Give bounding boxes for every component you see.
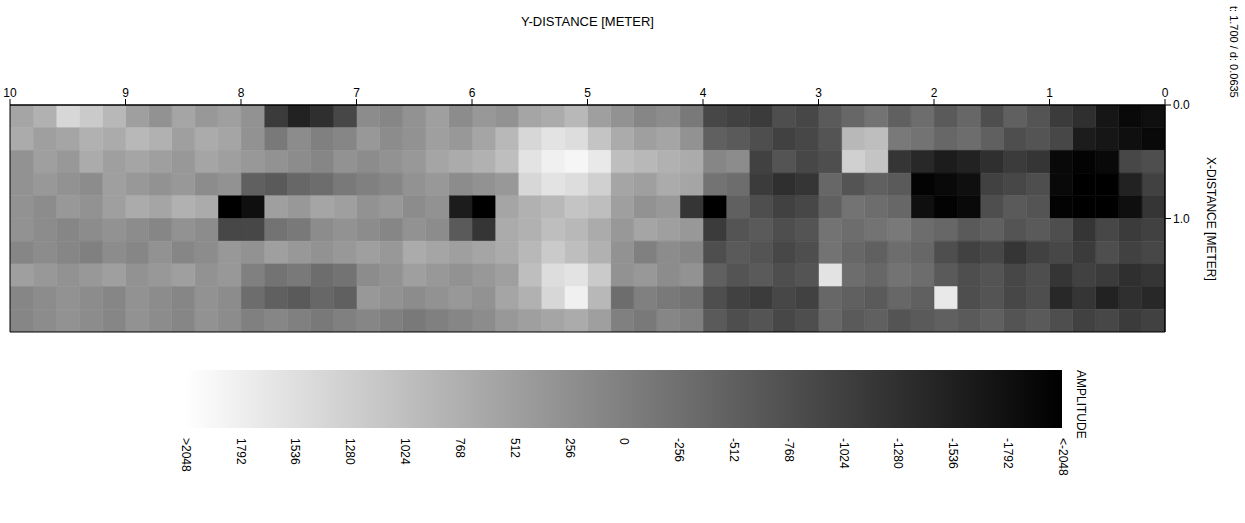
svg-text:0: 0: [617, 438, 631, 445]
svg-text:-1024: -1024: [837, 438, 851, 469]
svg-text:7: 7: [353, 86, 360, 100]
html-text:t: 1.700 / d: 0.0635: t: 1.700 / d: 0.0635: [1228, 6, 1240, 98]
svg-text:9: 9: [122, 86, 129, 100]
svg-text:-512: -512: [727, 438, 741, 462]
svg-text:AMPLITUDE: AMPLITUDE: [1074, 370, 1088, 439]
svg-text:0: 0: [1162, 86, 1169, 100]
svg-text:10: 10: [3, 86, 17, 100]
svg-text:512: 512: [508, 438, 522, 458]
svg-text:-1536: -1536: [946, 438, 960, 469]
svg-text:-1792: -1792: [1001, 438, 1015, 469]
svg-text:<-2048: <-2048: [1056, 438, 1070, 476]
svg-text:6: 6: [469, 86, 476, 100]
svg-text:-768: -768: [782, 438, 796, 462]
svg-text:-1280: -1280: [891, 438, 905, 469]
svg-text:>2048: >2048: [179, 438, 193, 472]
svg-text:768: 768: [453, 438, 467, 458]
svg-text:3: 3: [815, 86, 822, 100]
svg-text:1.0: 1.0: [1173, 212, 1190, 226]
svg-text:5: 5: [584, 86, 591, 100]
svg-text:-256: -256: [672, 438, 686, 462]
html-text:Y-DISTANCE [METER]: Y-DISTANCE [METER]: [521, 14, 654, 29]
html-text:X-DISTANCE [METER]: X-DISTANCE [METER]: [1204, 156, 1218, 281]
svg-text:8: 8: [238, 86, 245, 100]
svg-text:1536: 1536: [288, 438, 302, 465]
svg-text:2: 2: [931, 86, 938, 100]
svg-text:1024: 1024: [398, 438, 412, 465]
svg-text:4: 4: [700, 86, 707, 100]
svg-text:256: 256: [563, 438, 577, 458]
svg-text:0.0: 0.0: [1173, 98, 1190, 112]
svg-text:1792: 1792: [234, 438, 248, 465]
svg-text:1280: 1280: [343, 438, 357, 465]
svg-text:1: 1: [1046, 86, 1053, 100]
